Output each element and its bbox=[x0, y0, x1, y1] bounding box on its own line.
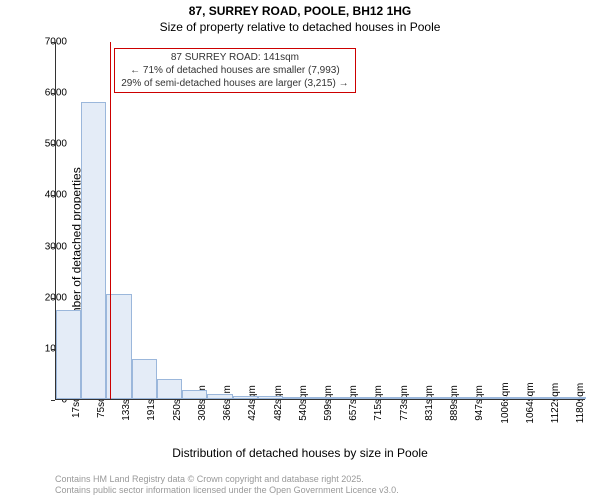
histogram-bar bbox=[132, 359, 157, 399]
histogram-bar bbox=[157, 379, 182, 399]
histogram-bar bbox=[359, 397, 384, 399]
histogram-bar bbox=[308, 397, 333, 399]
annotation-box: 87 SURREY ROAD: 141sqm ← 71% of detached… bbox=[114, 48, 355, 93]
annotation-line1: 87 SURREY ROAD: 141sqm bbox=[121, 51, 348, 64]
histogram-bar bbox=[56, 310, 81, 400]
footnote-line1: Contains HM Land Registry data © Crown c… bbox=[55, 474, 399, 485]
footnote-line2: Contains public sector information licen… bbox=[55, 485, 399, 496]
marker-line bbox=[110, 42, 111, 399]
y-tick-mark bbox=[51, 400, 55, 401]
chart-title: 87, SURREY ROAD, POOLE, BH12 1HG bbox=[0, 4, 600, 18]
footnote: Contains HM Land Registry data © Crown c… bbox=[55, 474, 399, 496]
histogram-bar bbox=[536, 397, 561, 399]
plot-area: 87 SURREY ROAD: 141sqm ← 71% of detached… bbox=[55, 42, 585, 400]
histogram-bar bbox=[561, 397, 586, 399]
histogram-bar bbox=[233, 396, 258, 399]
x-axis-label: Distribution of detached houses by size … bbox=[0, 446, 600, 460]
histogram-bar bbox=[182, 390, 207, 399]
histogram-bar bbox=[510, 397, 535, 399]
histogram-bar bbox=[384, 397, 409, 399]
histogram-bar bbox=[258, 396, 283, 399]
chart-subtitle: Size of property relative to detached ho… bbox=[0, 20, 600, 34]
histogram-bar bbox=[409, 397, 434, 399]
histogram-bar bbox=[283, 397, 308, 399]
histogram-bar bbox=[81, 102, 106, 399]
histogram-bar bbox=[207, 394, 232, 399]
histogram-bar bbox=[460, 397, 485, 399]
annotation-line3: 29% of semi-detached houses are larger (… bbox=[121, 77, 348, 90]
histogram-bar bbox=[485, 397, 510, 399]
annotation-line2: ← 71% of detached houses are smaller (7,… bbox=[121, 64, 348, 77]
histogram-bar bbox=[435, 397, 460, 399]
histogram-bar bbox=[334, 397, 359, 399]
chart-container: 87, SURREY ROAD, POOLE, BH12 1HG Size of… bbox=[0, 0, 600, 500]
